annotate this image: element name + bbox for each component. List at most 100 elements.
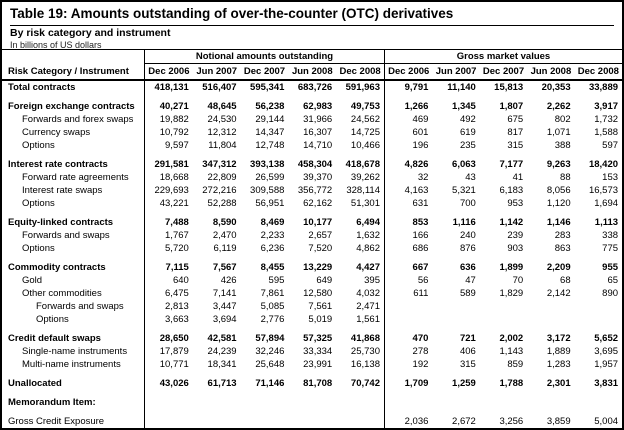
gross-value: 406 xyxy=(459,346,476,357)
gross-value: 16,573 xyxy=(588,185,619,196)
gross-value: 2,262 xyxy=(546,101,571,112)
gross-value: 2,002 xyxy=(499,333,524,344)
row-label: Gold xyxy=(2,274,145,287)
notional-value: 6,475 xyxy=(165,288,189,299)
gross-column-headers: Dec 2006 Jun 2007 Dec 2007 Jun 2008 Dec 2008 xyxy=(385,64,622,79)
gross-value: 65 xyxy=(607,275,619,286)
gross-value xyxy=(575,396,622,409)
gross-value: 469 xyxy=(412,114,429,125)
gross-value: 2,142 xyxy=(546,288,571,299)
table-row: Foreign exchange contracts 40,271 48,645 5… xyxy=(2,100,622,113)
notional-value: 328,114 xyxy=(346,185,380,196)
notional-value: 1,561 xyxy=(356,314,380,325)
gross-value: 631 xyxy=(412,198,429,209)
notional-value: 6,236 xyxy=(260,243,285,254)
notional-value: 49,753 xyxy=(350,101,380,112)
notional-value: 10,792 xyxy=(159,127,189,138)
notional-value: 7,567 xyxy=(212,262,237,273)
row-label: Foreign exchange contracts xyxy=(2,100,145,113)
gross-value: 3,695 xyxy=(594,346,619,357)
row-spacer xyxy=(2,371,622,377)
gross-value: 863 xyxy=(554,243,571,254)
row-notional-values: 28,650 42,581 57,894 57,325 41,868 xyxy=(145,332,385,345)
notional-value: 62,983 xyxy=(303,101,333,112)
row-gross-values xyxy=(385,396,622,409)
gross-value: 3,859 xyxy=(546,416,571,427)
row-notional-values: 7,488 8,590 8,469 10,177 6,494 xyxy=(145,216,385,229)
notional-column-headers: Dec 2006 Jun 2007 Dec 2007 Jun 2008 Dec 2008 xyxy=(145,64,385,79)
gross-value: 1,345 xyxy=(452,101,476,112)
row-label: Equity-linked contracts xyxy=(2,216,145,229)
gross-value: 853 xyxy=(412,217,429,228)
row-gross-values: 611 589 1,829 2,142 890 xyxy=(385,287,622,300)
row-spacer xyxy=(2,210,622,216)
gross-value: 283 xyxy=(554,230,571,241)
row-notional-values: 418,131 516,407 595,341 683,726 591,963 xyxy=(145,81,385,94)
unit-note: In billions of US dollars xyxy=(10,40,102,50)
table-row: Forward rate agreements 18,668 22,809 26,5… xyxy=(2,171,622,184)
table-title: Table 19: Amounts outstanding of over-th… xyxy=(10,5,614,26)
column-header: Dec 2006 xyxy=(388,66,430,77)
notional-value: 595,341 xyxy=(250,82,285,93)
row-notional-values: 2,813 3,447 5,085 7,561 2,471 xyxy=(145,300,385,313)
gross-value: 4,826 xyxy=(404,159,429,170)
gross-value: 636 xyxy=(459,262,476,273)
notional-value: 393,138 xyxy=(250,159,285,170)
notional-value: 591,963 xyxy=(345,82,380,93)
notional-value: 23,991 xyxy=(303,359,333,370)
gross-value: 4,163 xyxy=(404,185,429,196)
row-label: Commodity contracts xyxy=(2,261,145,274)
table-row: Options 9,597 11,804 12,748 14,710 10,466 19… xyxy=(2,139,622,152)
notional-value: 309,588 xyxy=(250,185,285,196)
notional-value: 32,246 xyxy=(255,346,285,357)
gross-value xyxy=(575,313,622,326)
gross-value: 235 xyxy=(459,140,476,151)
gross-value: 619 xyxy=(459,127,476,138)
notional-value: 649 xyxy=(316,275,333,286)
notional-value: 6,119 xyxy=(213,243,237,254)
gross-value: 859 xyxy=(507,359,524,370)
gross-value: 1,259 xyxy=(452,378,476,389)
gross-value: 315 xyxy=(459,359,476,370)
gross-value: 953 xyxy=(507,198,524,209)
row-gross-values: 469 492 675 802 1,732 xyxy=(385,113,622,126)
gross-value: 11,140 xyxy=(447,82,476,93)
notional-value: 56,951 xyxy=(255,198,285,209)
gross-value xyxy=(527,396,574,409)
row-notional-values: 17,879 24,239 32,246 33,334 25,730 xyxy=(145,345,385,358)
gross-value: 43 xyxy=(465,172,476,183)
row-label xyxy=(2,409,145,415)
notional-value: 39,262 xyxy=(350,172,380,183)
notional-value: 4,032 xyxy=(356,288,380,299)
notional-value: 42,581 xyxy=(207,333,237,344)
gross-value: 278 xyxy=(412,346,429,357)
gross-value: 20,353 xyxy=(541,82,571,93)
notional-value: 10,466 xyxy=(350,140,380,151)
gross-value: 1,694 xyxy=(594,198,619,209)
gross-value: 47 xyxy=(465,275,476,286)
gross-value: 876 xyxy=(459,243,476,254)
notional-value: 7,520 xyxy=(308,243,333,254)
gross-value: 2,209 xyxy=(546,262,571,273)
row-notional-values: 40,271 48,645 56,238 62,983 49,753 xyxy=(145,100,385,113)
notional-value: 4,427 xyxy=(356,262,380,273)
notional-value: 11,804 xyxy=(208,140,237,151)
gross-value: 3,917 xyxy=(594,101,619,112)
row-gross-values: 9,791 11,140 15,813 20,353 33,889 xyxy=(385,81,622,94)
gross-value: 1,807 xyxy=(499,101,524,112)
gross-value xyxy=(480,300,527,313)
row-label: Other commodities xyxy=(2,287,145,300)
gross-value xyxy=(432,300,479,313)
row-gross-values xyxy=(385,313,622,326)
row-label: Forwards and forex swaps xyxy=(2,113,145,126)
notional-value: 3,694 xyxy=(212,314,237,325)
notional-value: 7,115 xyxy=(165,262,189,273)
column-header: Jun 2007 xyxy=(196,66,238,77)
gross-value: 1,588 xyxy=(594,127,619,138)
table-row: Gold 640 426 595 649 395 56 47 70 68 65 xyxy=(2,274,622,287)
notional-value: 12,312 xyxy=(207,127,237,138)
notional-group-label: Notional amounts outstanding xyxy=(145,50,385,64)
table-row: Forwards and forex swaps 19,882 24,530 29,… xyxy=(2,113,622,126)
notional-value: 426 xyxy=(220,275,237,286)
row-notional-values xyxy=(145,152,385,158)
